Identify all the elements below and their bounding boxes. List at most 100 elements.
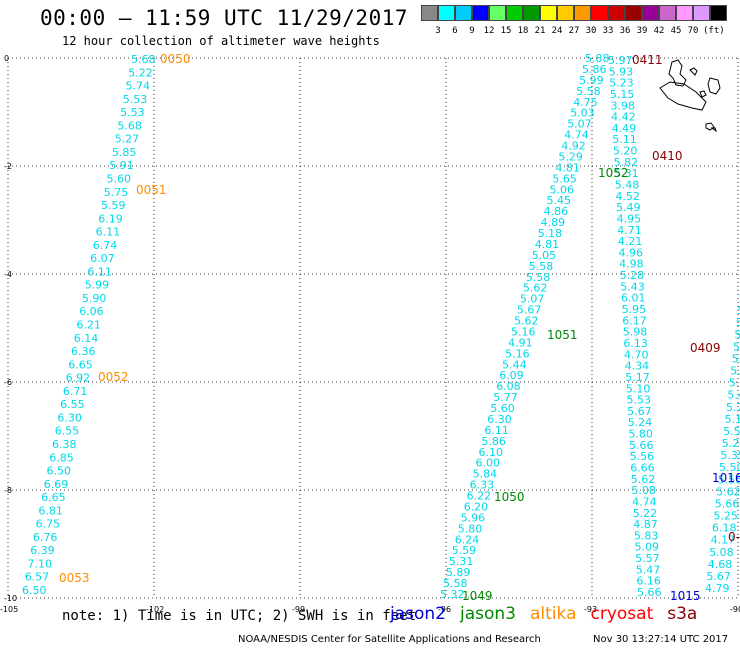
mission-cryosat: cryosat <box>590 604 654 624</box>
wave-height-value: 5.07 <box>520 293 545 306</box>
scale-swatch <box>540 5 557 21</box>
wave-height-value: 5.86 <box>582 63 607 76</box>
wave-height-value: 5.57 <box>635 552 660 565</box>
wave-height-value: 5.15 <box>610 88 635 101</box>
wave-height-value: 4.96 <box>619 246 644 259</box>
wave-height-value: 5.86 <box>481 435 506 448</box>
wave-height-value: 5.59 <box>101 199 126 212</box>
wave-height-value: 4.17 <box>711 534 736 547</box>
scale-unit: (ft) <box>703 26 725 36</box>
scale-swatch <box>625 5 642 21</box>
wave-height-value: 3.98 <box>611 99 636 112</box>
wave-height-value: 4.92 <box>561 140 586 153</box>
footer-credit: NOAA/NESDIS Center for Satellite Applica… <box>238 634 541 645</box>
wave-height-value: 5.49 <box>616 201 641 214</box>
wave-height-value: 4.74 <box>632 495 657 508</box>
pass-time-label: 0052 <box>98 370 129 384</box>
wave-height-value: 5.53 <box>723 425 740 438</box>
wave-height-value: 5.99 <box>579 74 604 87</box>
wave-height-value: 5.95 <box>622 303 647 316</box>
lon-tick-label: -99 <box>292 605 305 614</box>
wave-height-value: 6.65 <box>68 358 93 371</box>
scale-label: 33 <box>602 26 614 36</box>
scale-swatch <box>489 5 506 21</box>
wave-height-value: 5.09 <box>635 541 660 554</box>
wave-height-value: 5.2 <box>736 316 740 329</box>
wave-height-value: 5.58 <box>443 577 468 590</box>
map-grid <box>7 57 739 599</box>
wave-height-value: 5.83 <box>634 529 659 542</box>
track-labels: 5.685.225.745.535.535.685.275.855.915.60… <box>22 52 740 601</box>
mission-jason2: jason2 <box>390 604 446 624</box>
wave-height-value: 5.08 <box>709 546 734 559</box>
lat-tick-label: -2 <box>4 162 12 171</box>
mission-legend: jason2 jason3 altika cryosat s3a <box>390 604 711 624</box>
wave-height-value: 6.71 <box>63 385 88 398</box>
wave-height-value: 4.74 <box>564 129 589 142</box>
wave-height-value: 6.65 <box>41 491 66 504</box>
wave-height-value: 6.20 <box>464 501 489 514</box>
wave-height-value: 6.11 <box>484 424 509 437</box>
wave-height-value: 4.52 <box>615 190 640 203</box>
wave-height-value: 6.50 <box>47 465 72 478</box>
wave-height-value: 4.79 <box>705 582 730 595</box>
wave-height-value: 5.68 <box>117 119 141 132</box>
scale-label: 3 <box>435 26 441 36</box>
scale-swatch <box>506 5 523 21</box>
wave-height-value: 5.14 <box>730 365 740 378</box>
wave-height-value: 6.18 <box>712 522 737 535</box>
generated-timestamp: Nov 30 13:27:14 UTC 2017 <box>593 634 729 645</box>
scale-label: 30 <box>585 26 597 36</box>
wave-height-value: 5.28 <box>620 269 645 282</box>
pass-time-label: 1051 <box>547 328 578 342</box>
wave-height-value: 5.59 <box>452 544 477 557</box>
scale-label: 9 <box>469 26 475 36</box>
lat-tick-label: -6 <box>4 378 12 387</box>
wave-height-value: 5.72 <box>726 401 740 414</box>
wave-height-value: 6.85 <box>49 451 74 464</box>
wave-height-value: 4.98 <box>619 258 644 271</box>
wave-height-value: 5.99 <box>85 279 110 292</box>
wave-height-value: 5.47 <box>636 563 661 576</box>
wave-height-value: 5.07 <box>567 118 592 131</box>
lon-tick-label: -105 <box>0 605 18 614</box>
wave-height-value: 5.96 <box>461 511 486 524</box>
scale-label: 24 <box>551 26 563 36</box>
wave-height-value: 4.42 <box>611 111 636 124</box>
wave-height-value: 6.17 <box>622 314 647 327</box>
wave-height-value: 5.93 <box>609 65 634 78</box>
scale-swatch <box>455 5 472 21</box>
wave-height-value: 5.45 <box>727 389 740 402</box>
chart-title: 00:00 – 11:59 UTC 11/29/2017 <box>40 6 409 30</box>
wave-height-value: 4.34 <box>625 360 650 373</box>
mission-jason3: jason3 <box>460 604 516 624</box>
pass-time-label: 0409 <box>690 341 721 355</box>
wave-height-value: 6.11 <box>96 226 121 239</box>
wave-height-value: 6.30 <box>57 411 82 424</box>
wave-height-value: 6.69 <box>44 478 69 491</box>
wave-height-value: 5.31 <box>614 167 639 180</box>
wave-height-value: 5.66 <box>629 439 654 452</box>
wave-height-value: 5.53 <box>120 106 145 119</box>
wave-height-value: 4.49 <box>612 122 637 135</box>
wave-height-value: 4.87 <box>633 518 658 531</box>
wave-height-value: 5.90 <box>82 292 107 305</box>
wave-height-value: 4.21 <box>618 235 643 248</box>
pass-time-label: 0410 <box>652 149 683 163</box>
wave-height-value: 5.3 <box>737 304 740 317</box>
wave-height-value: 6.55 <box>60 398 85 411</box>
scale-swatch <box>574 5 591 21</box>
wave-height-value: 5.80 <box>458 522 483 535</box>
mission-altika: altika <box>530 604 577 624</box>
wave-height-value: 5.65 <box>552 172 577 185</box>
wave-height-value: 6.00 <box>476 457 501 470</box>
chart-subtitle: 12 hour collection of altimeter wave hei… <box>62 34 380 48</box>
pass-time-label: 0411 <box>632 53 663 67</box>
wave-height-value: 5.23 <box>609 77 634 90</box>
wave-height-value: 6.11 <box>87 265 112 278</box>
wave-height-value: 6.07 <box>90 252 115 265</box>
pass-time-label: 0- <box>728 530 740 544</box>
wave-height-value: 6.30 <box>487 413 512 426</box>
wave-height-value: 5.06 <box>550 183 575 196</box>
wave-height-value: 6.33 <box>470 479 495 492</box>
